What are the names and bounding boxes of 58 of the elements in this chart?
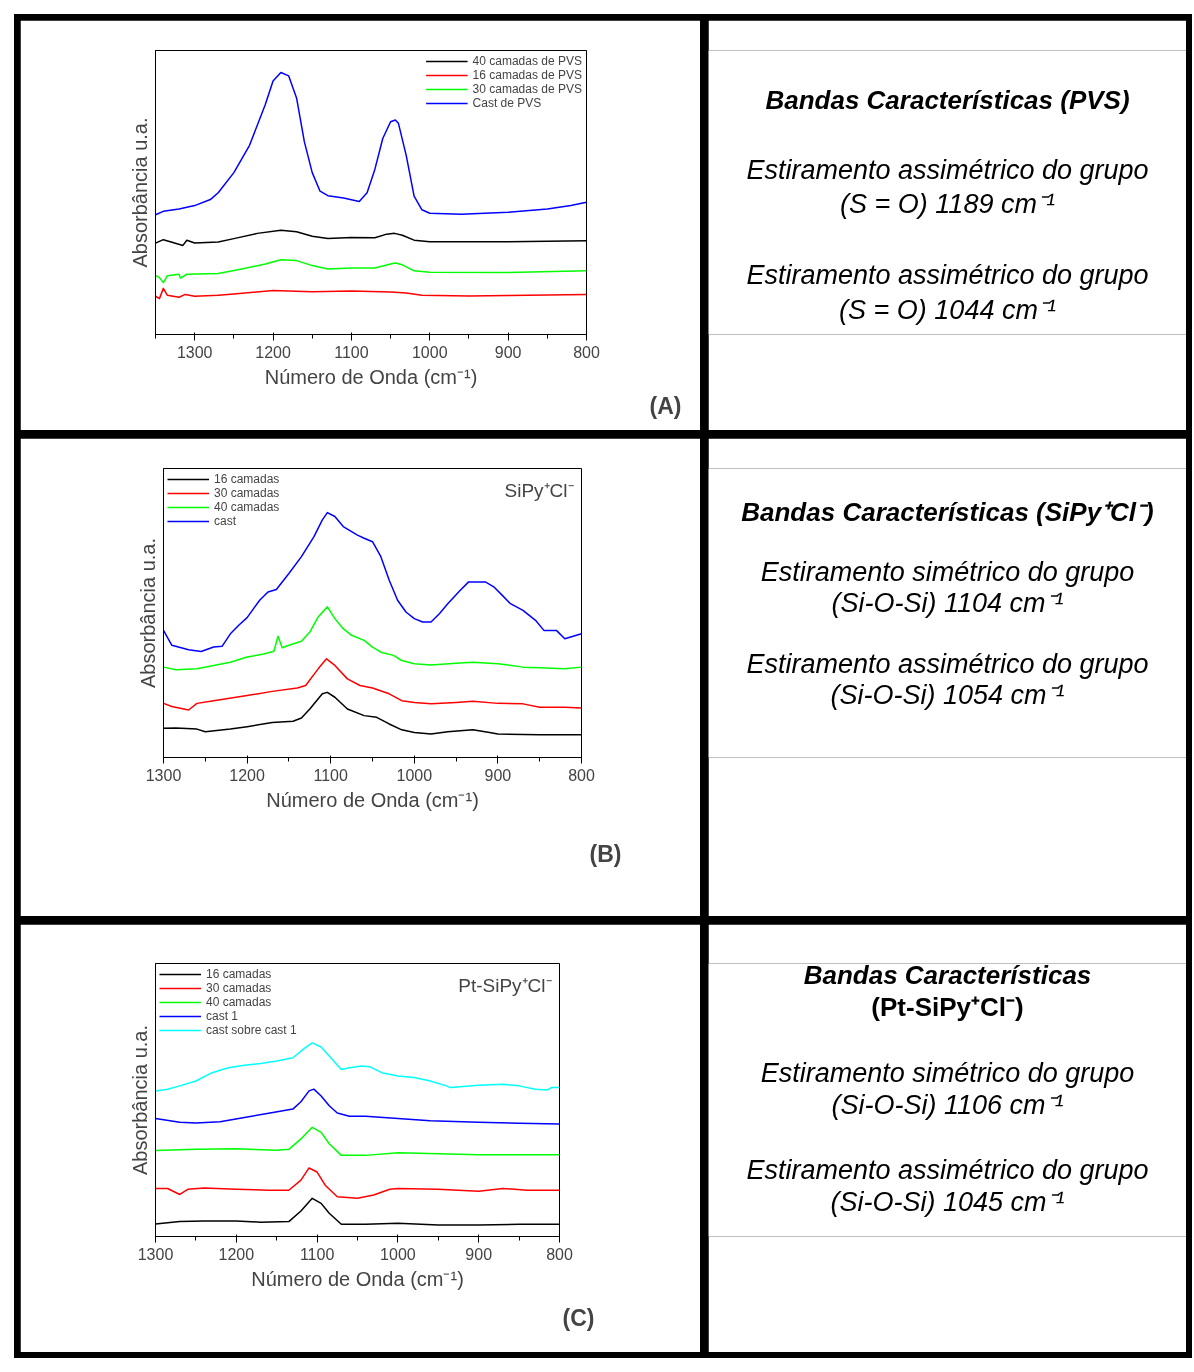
x-axis-title: Número de Onda (cm⁻¹) xyxy=(264,365,478,388)
legend-label: Cast de PVS xyxy=(472,96,542,110)
text: Estiramento assimétrico do grupo xyxy=(746,259,1149,290)
x-tick-label: 900 xyxy=(494,343,522,361)
text: Bandas Características (PVS) xyxy=(765,85,1130,116)
text: (S = O) 1044 cm⁻¹ xyxy=(839,294,1056,325)
x-tick-label: 1100 xyxy=(313,766,348,784)
x-tick-label: 1300 xyxy=(137,1245,174,1263)
text: Estiramento assimétrico do grupo xyxy=(746,154,1149,185)
text: Bandas Características xyxy=(803,959,1092,990)
legend-label: 30 camadas xyxy=(206,981,272,995)
text: Estiramento simétrico do grupo xyxy=(760,1058,1135,1089)
x-tick-label: 800 xyxy=(546,1245,573,1263)
text: Estiramento assimétrico do grupo xyxy=(746,649,1149,680)
legend-label: 30 camadas de PVS xyxy=(472,82,582,96)
text: (Si-O-Si) 1106 cm⁻¹ xyxy=(831,1090,1064,1121)
text: (Si-O-Si) 1104 cm⁻¹ xyxy=(831,587,1064,618)
x-tick-label: 1200 xyxy=(229,766,265,784)
x-tick-label: 900 xyxy=(465,1245,493,1263)
x-tick-label: 900 xyxy=(484,766,512,784)
x-tick-label: 1000 xyxy=(411,343,448,361)
x-tick-label: 800 xyxy=(568,766,595,784)
x-tick-label: 1000 xyxy=(396,766,433,784)
text: Estiramento assimétrico do grupo xyxy=(746,1155,1149,1186)
y-axis-title: Absorbância u.a. xyxy=(128,117,151,268)
x-tick-label: 800 xyxy=(573,343,600,361)
legend-label: 16 camadas xyxy=(214,472,280,486)
chart-subtitle: Pt-SiPy⁺Cl⁻ xyxy=(458,975,552,996)
legend-label: 16 camadas de PVS xyxy=(472,68,582,82)
text: (B) xyxy=(589,840,622,867)
x-tick-label: 1100 xyxy=(334,343,369,361)
text: (A) xyxy=(649,392,682,419)
text: (Si-O-Si) 1054 cm⁻¹ xyxy=(830,679,1065,710)
legend-label: 40 camadas xyxy=(206,995,272,1009)
x-tick-label: 1300 xyxy=(176,343,213,361)
chart-subtitle: SiPy⁺Cl⁻ xyxy=(504,480,574,501)
y-axis-title: Absorbância u.a. xyxy=(128,1024,151,1176)
x-axis-title: Número de Onda (cm⁻¹) xyxy=(266,788,479,811)
text: Estiramento simétrico do grupo xyxy=(760,557,1135,588)
x-tick-label: 1200 xyxy=(218,1245,255,1263)
legend-label: cast sobre cast 1 xyxy=(206,1023,297,1037)
x-tick-label: 1200 xyxy=(255,343,291,361)
legend-label: 40 camadas xyxy=(214,500,280,514)
text: (S = O) 1189 cm⁻¹ xyxy=(840,189,1055,220)
text: (Pt-SiPy⁺Cl⁻) xyxy=(871,991,1024,1022)
legend-label: cast 1 xyxy=(206,1009,239,1023)
legend-label: 40 camadas de PVS xyxy=(472,54,582,68)
legend-label: 16 camadas xyxy=(206,967,272,981)
x-tick-label: 1000 xyxy=(380,1245,416,1263)
x-tick-label: 1300 xyxy=(145,766,182,784)
text: (C) xyxy=(562,1304,595,1331)
x-axis-title: Número de Onda (cm⁻¹) xyxy=(251,1267,464,1290)
text: (Si-O-Si) 1045 cm⁻¹ xyxy=(830,1187,1065,1218)
legend-label: cast xyxy=(214,514,237,528)
x-tick-label: 1100 xyxy=(299,1245,335,1263)
y-axis-title: Absorbância u.a. xyxy=(136,537,159,689)
text: Bandas Características (SiPy⁺Cl⁻) xyxy=(741,497,1154,528)
legend-label: 30 camadas xyxy=(214,486,280,500)
